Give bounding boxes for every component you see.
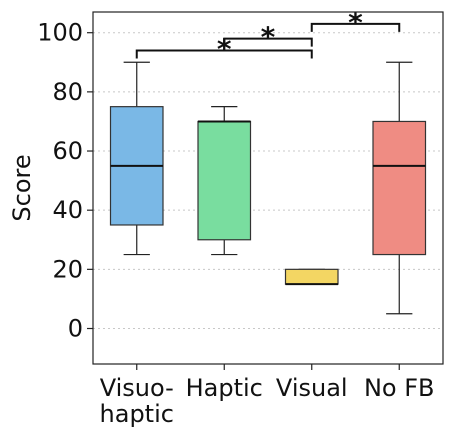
box-2 (284, 268, 339, 286)
y-tick-label: 80 (52, 78, 83, 106)
boxes (109, 61, 427, 315)
significance-star: * (261, 21, 276, 54)
y-tick-label: 0 (68, 315, 83, 343)
box-1 (197, 106, 252, 256)
y-axis-label: Score (8, 154, 36, 221)
y-tick-label: 100 (37, 19, 83, 47)
significance-bracket: * (223, 21, 313, 54)
y-tick-label: 60 (52, 137, 83, 165)
iqr-box (284, 268, 339, 285)
box-3 (372, 61, 427, 315)
x-tick-label: Haptic (186, 374, 263, 402)
significance-brackets: * * * (135, 6, 401, 65)
bracket-line (223, 37, 313, 47)
x-tick-label: Visuo-haptic (100, 374, 174, 428)
significance-bracket: * (310, 6, 401, 39)
x-tick-label: No FB (364, 374, 435, 402)
plot-frame (92, 11, 444, 365)
x-tick-label: Visual (276, 374, 348, 402)
x-axis-ticks: Visuo-haptic Haptic Visual No FB (100, 364, 435, 428)
iqr-box (197, 120, 252, 241)
iqr-box (372, 120, 427, 256)
significance-star: * (217, 32, 232, 65)
significance-star: * (348, 6, 363, 39)
y-tick-label: 40 (52, 196, 83, 224)
y-axis-ticks: 0 20 40 60 80 100 (37, 19, 93, 343)
y-tick-label: 20 (52, 255, 83, 283)
bracket-line (135, 49, 313, 59)
box-0 (109, 61, 164, 256)
significance-bracket: * (135, 32, 313, 65)
bracket-line (310, 22, 401, 32)
